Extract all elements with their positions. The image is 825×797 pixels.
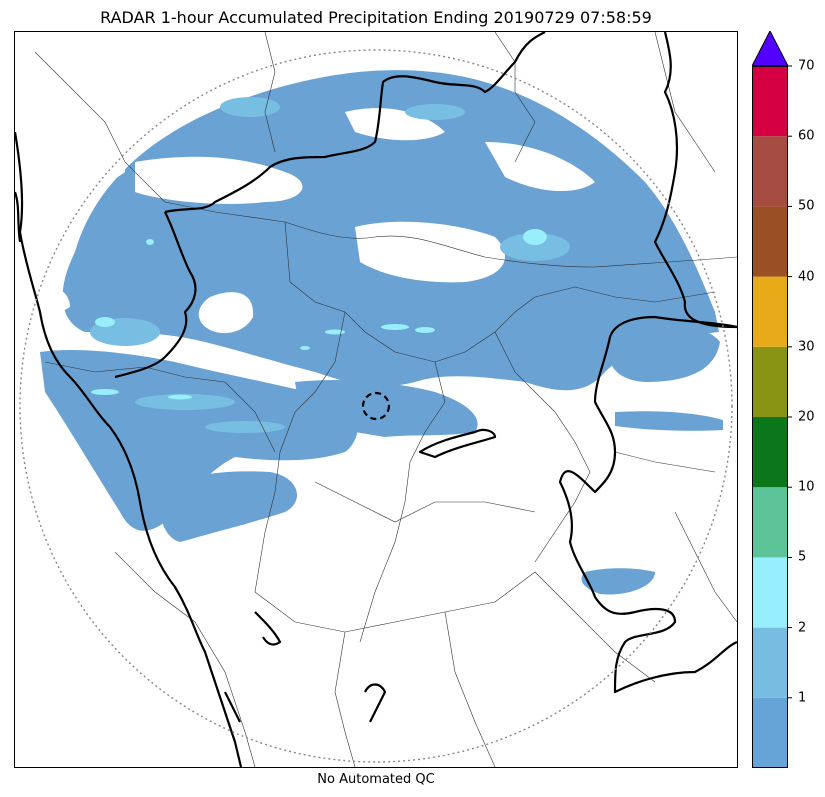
colorbar-bin — [752, 346, 788, 417]
rain-area-central-south — [160, 471, 297, 542]
colorbar-bin — [752, 276, 788, 347]
rain-heavy-patches — [91, 229, 547, 400]
radar-map — [14, 31, 738, 768]
colorbar-frame — [752, 66, 788, 768]
precipitation-map-canvas — [15, 32, 737, 767]
colorbar-tick-label: 70 — [798, 58, 815, 74]
rain-mid-patches — [90, 97, 570, 433]
rain-area-center — [295, 380, 478, 437]
colorbar-bin — [752, 557, 788, 628]
colorbar-bin — [752, 627, 788, 698]
colorbar-tick-label: 40 — [798, 269, 815, 285]
colorbar-extend-max-arrow — [752, 31, 788, 67]
rain-area-southeast — [581, 568, 655, 595]
colorbar-bin — [752, 697, 788, 768]
colorbar-bin — [752, 417, 788, 488]
colorbar-tick-label: 30 — [798, 339, 815, 355]
rain-area-west — [40, 350, 359, 531]
precipitation-colorbar — [752, 65, 792, 768]
state-boundaries — [15, 32, 737, 767]
colorbar-tick-label: 60 — [798, 128, 815, 144]
colorbar-tick-label: 50 — [798, 198, 815, 214]
colorbar-bin — [752, 206, 788, 277]
radar-range-ring — [19, 49, 733, 763]
colorbar-bin — [752, 487, 788, 558]
colorbar-tick-label: 20 — [798, 409, 815, 425]
colorbar-tick-label: 2 — [798, 620, 807, 636]
radar-site-marker — [361, 391, 391, 421]
district-boundaries — [34, 32, 737, 767]
colorbar-tick-label: 10 — [798, 479, 815, 495]
qc-caption: No Automated QC — [317, 772, 435, 787]
colorbar-tick-label: 5 — [798, 549, 807, 565]
colorbar-bin — [752, 136, 788, 207]
colorbar-bin — [752, 66, 788, 137]
map-title: RADAR 1-hour Accumulated Precipitation E… — [100, 8, 652, 27]
colorbar-tick-label: 1 — [798, 690, 807, 706]
rain-area-east — [609, 325, 720, 382]
rain-area-east-band — [615, 411, 723, 431]
